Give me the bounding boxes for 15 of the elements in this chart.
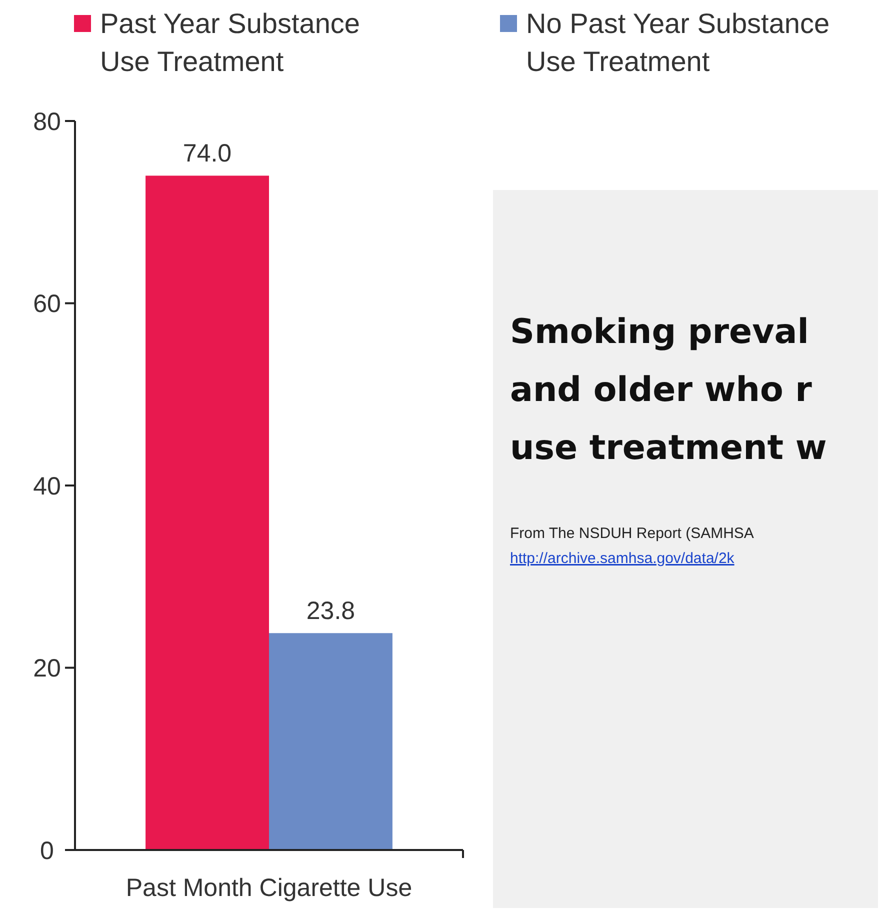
y-tick-label: 60 [33, 290, 61, 318]
y-tick-label: 20 [33, 654, 61, 682]
text: Smoking preval [510, 312, 809, 352]
data-label: 23.8 [306, 597, 356, 626]
y-tick-label: 0 [40, 836, 54, 865]
data-label: 74.0 [182, 140, 232, 168]
legend-label: Past Year Substance Use Treatment [100, 8, 360, 77]
y-tick-label: 40 [33, 472, 61, 500]
y-tick-label: 80 [33, 108, 61, 136]
legend-label: No Past Year Substance Use Treatment [526, 8, 830, 77]
text: From The NSDUH Report (SAMHSA [510, 525, 754, 542]
x-tick-label: Past Month Cigarette Use [126, 874, 412, 902]
text: http://archive.samhsa.gov/data/2k [510, 550, 735, 567]
text: use treatment w [510, 428, 827, 468]
text: and older who r [510, 370, 812, 410]
